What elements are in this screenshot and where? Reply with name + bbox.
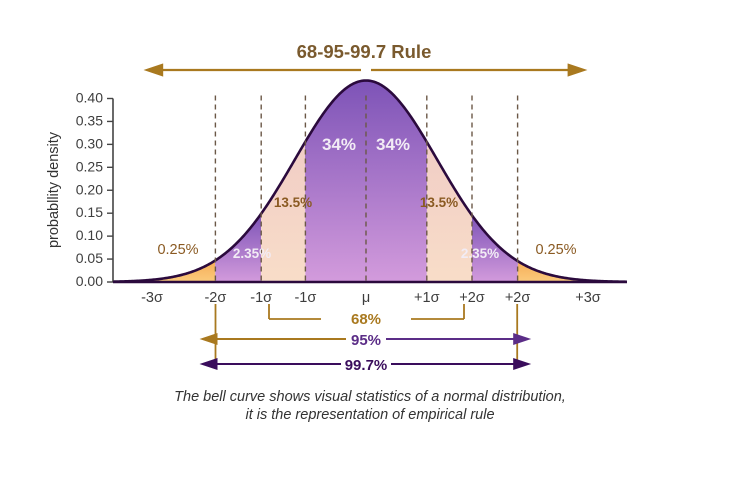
svg-text:+1σ: +1σ: [414, 290, 440, 306]
svg-text:+2σ: +2σ: [459, 290, 485, 306]
svg-text:+2σ: +2σ: [505, 290, 531, 306]
svg-text:68-95-99.7 Rule: 68-95-99.7 Rule: [297, 41, 432, 62]
svg-text:-2σ: -2σ: [204, 290, 226, 306]
svg-text:it is the representation of em: it is the representation of empirical ru…: [245, 407, 494, 423]
svg-text:0.15: 0.15: [76, 204, 103, 220]
svg-text:0.30: 0.30: [76, 135, 103, 151]
svg-text:The bell curve shows visual st: The bell curve shows visual statistics o…: [174, 389, 566, 405]
svg-text:99.7%: 99.7%: [345, 357, 388, 374]
svg-text:34%: 34%: [322, 135, 356, 154]
svg-text:34%: 34%: [376, 135, 410, 154]
svg-text:0.25: 0.25: [76, 158, 103, 174]
svg-text:2.35%: 2.35%: [233, 246, 271, 261]
svg-text:0.10: 0.10: [76, 227, 103, 243]
svg-text:+3σ: +3σ: [575, 290, 601, 306]
svg-text:-1σ: -1σ: [294, 290, 316, 306]
svg-text:0.05: 0.05: [76, 250, 103, 266]
svg-text:μ: μ: [362, 290, 370, 306]
svg-text:0.00: 0.00: [76, 273, 103, 289]
svg-text:13.5%: 13.5%: [274, 195, 312, 210]
svg-text:-1σ: -1σ: [250, 290, 272, 306]
svg-text:0.40: 0.40: [76, 90, 103, 106]
svg-text:95%: 95%: [351, 332, 381, 349]
svg-text:68%: 68%: [351, 311, 381, 328]
svg-text:0.20: 0.20: [76, 181, 103, 197]
svg-text:-3σ: -3σ: [141, 290, 163, 306]
svg-text:probabllity density: probabllity density: [46, 131, 62, 248]
svg-text:0.25%: 0.25%: [535, 242, 576, 258]
svg-text:2.35%: 2.35%: [461, 246, 499, 261]
svg-text:0.25%: 0.25%: [157, 242, 198, 258]
svg-text:13.5%: 13.5%: [420, 195, 458, 210]
svg-text:0.35: 0.35: [76, 112, 103, 128]
